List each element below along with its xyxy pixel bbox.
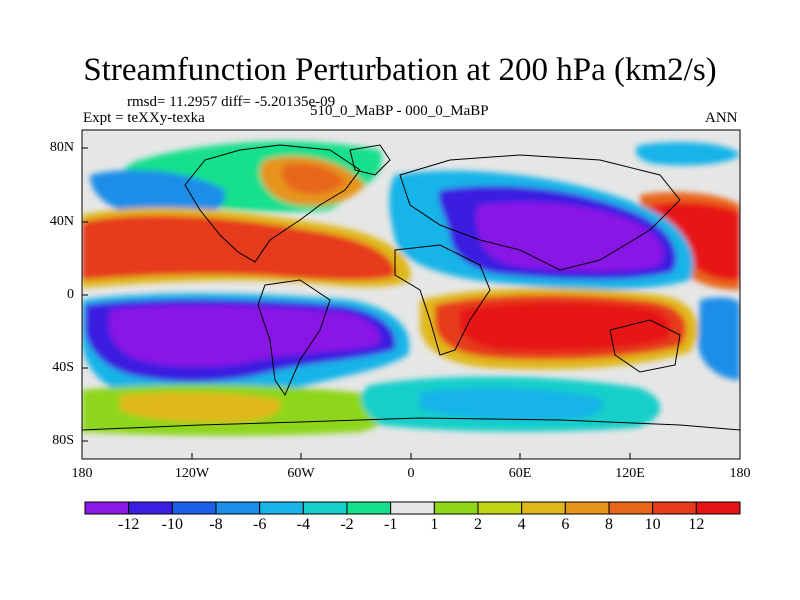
colorbar-label: -6 [252,516,267,533]
colorbar-label: 6 [561,516,570,533]
colorbar-label: -10 [161,516,183,533]
colorbar-swatch [215,501,261,515]
colorbar-label: 10 [644,516,661,533]
lat-label-80n: 80N [49,140,74,155]
lat-label-40n: 40N [49,214,74,229]
colorbar-swatch [433,501,479,515]
contour-fill [82,215,396,281]
axis-ticks [81,147,741,459]
coastlines [82,144,740,431]
colorbar-swatch [521,501,566,515]
lon-label-60e: 60E [508,466,532,481]
season-label: ANN [705,110,738,126]
coastline-north-america [184,144,361,263]
contour-fill [698,297,740,380]
colorbar-label: 8 [605,516,613,533]
lon-label-120w: 120W [174,466,210,481]
colorbar-swatch [608,501,654,515]
experiment-label: Expt = teXXy-texka [83,110,205,126]
stats-text: rmsd= 11.2957 diff= -5.20135e-09 [127,94,336,110]
lat-label-80s: 80S [52,433,74,448]
contour-fill [650,202,740,281]
colorbar-swatch [477,501,523,515]
lat-label-eq: 0 [67,287,74,302]
colorbar-swatch [259,501,304,515]
coastline-antarctica [82,417,740,431]
colorbar-swatch [84,501,130,515]
colorbar-swatch [171,501,217,515]
colorbar-swatch [652,501,697,515]
contour-fill [476,202,664,272]
contour-fill [460,302,671,352]
colorbar-label: -8 [209,516,223,533]
contour-field [82,130,740,459]
colorbar-swatch [564,501,610,515]
colorbar-swatch [346,501,392,515]
contour-fill [90,170,226,221]
colorbar-label: 2 [474,516,482,533]
lon-label-180e: 180 [729,466,751,481]
colorbar-swatch [390,501,435,515]
coastline-south-america [257,279,331,397]
contour-fill [420,388,604,421]
lon-label-120e: 120E [615,466,645,481]
colorbar-label: -4 [296,516,310,533]
colorbar-swatch [128,501,173,515]
coastline-eurasia [399,154,681,271]
colorbar-swatch [302,501,348,515]
plot-title: Streamfunction Perturbation at 200 hPa (… [83,52,717,88]
colorbar-label: 1 [430,516,439,533]
colorbar-label: -2 [340,516,354,533]
colorbar-label: 12 [688,516,705,533]
colorbar-label: -12 [117,516,140,533]
lon-label-60w: 60W [287,466,315,481]
contour-fill [108,305,381,367]
coastline-greenland [349,144,391,176]
contour-fill [635,142,740,166]
colorbar-label: 4 [517,516,526,533]
center-label: 510_0_MaBP - 000_0_MaBP [310,103,489,119]
lon-label-0: 0 [407,466,415,481]
coastline-africa [394,244,491,356]
contour-fill [281,163,345,194]
colorbar [84,501,741,515]
lat-label-40s: 40S [52,360,74,375]
contour-fill [120,392,281,423]
coastline-australia [609,319,681,373]
lon-label-180w: 180 [71,466,93,481]
colorbar-label: -1 [383,516,398,533]
colorbar-swatch [695,501,741,515]
